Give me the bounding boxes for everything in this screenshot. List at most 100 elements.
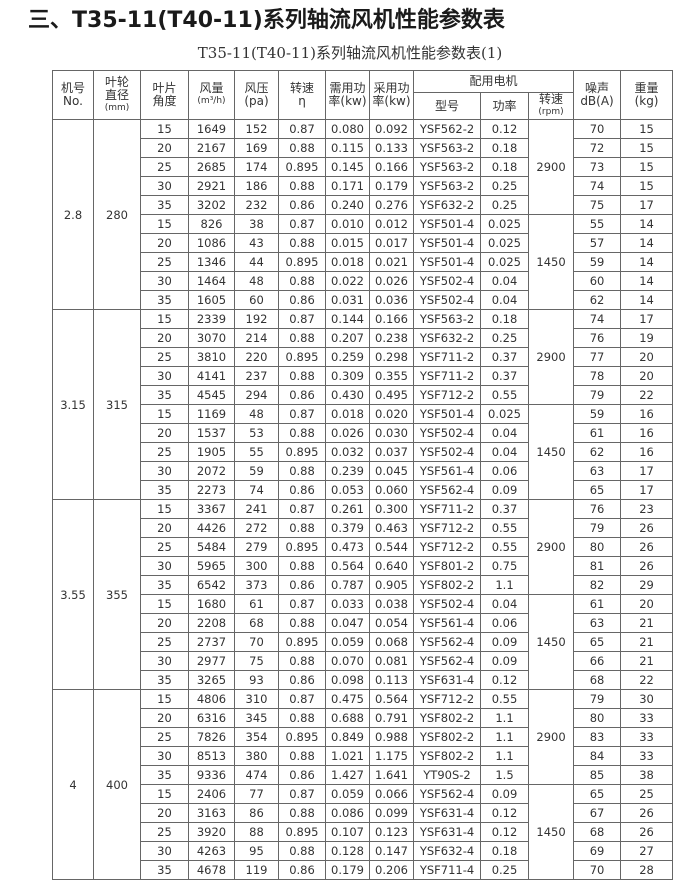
cell-motor-power: 0.25: [480, 176, 529, 196]
cell-motor-speed: 1450: [527, 404, 575, 500]
table-row: 20 1537 53 0.88 0.026 0.030 YSF502-4 0.04 61 16: [53, 423, 674, 443]
cell-motor-model: YSF711-4: [413, 860, 481, 880]
cell-flow: 2273: [188, 480, 235, 500]
table-row: 2.8 280 15 1649 152 0.87 0.080 0.092 YSF562-2 0.1…: [52, 119, 674, 310]
cell-motor-power: 0.75: [480, 556, 529, 576]
cell-weight: 15: [620, 157, 674, 177]
cell-angle: 15: [140, 404, 189, 424]
cell-weight: 26: [620, 556, 674, 576]
cell-motor-speed: 2900: [527, 119, 575, 215]
cell-pressure: 44: [234, 252, 279, 272]
cell-flow: 1537: [188, 423, 235, 443]
cell-flow: 3265: [188, 670, 235, 690]
cell-angle: 25: [140, 442, 189, 462]
cell-efficiency: 0.88: [278, 651, 326, 671]
header-diameter: 叶轮 直径 (mm): [93, 70, 141, 120]
table-row: 25 2737 70 0.895 0.059 0.068 YSF562-4 0.09 65 21: [53, 632, 674, 652]
cell-pressure: 59: [234, 461, 279, 481]
cell-angle: 15: [140, 689, 189, 709]
cell-required-power: 0.207: [325, 328, 370, 348]
cell-used-power: 0.037: [369, 442, 414, 462]
cell-efficiency: 0.88: [278, 841, 326, 861]
cell-angle: 35: [140, 290, 189, 310]
cell-used-power: 0.060: [369, 480, 414, 500]
cell-motor-power: 0.025: [480, 404, 529, 424]
cell-weight: 33: [620, 746, 674, 766]
cell-motor-power: 1.1: [480, 746, 529, 766]
cell-motor-power: 0.25: [480, 860, 529, 880]
header-motor: 配用电机: [412, 70, 575, 93]
table-row: 25 3810 220 0.895 0.259 0.298 YSF711-2 0.37 77 20: [53, 347, 674, 367]
cell-pressure: 152: [234, 119, 279, 139]
cell-used-power: 0.099: [369, 803, 414, 823]
cell-used-power: 0.017: [369, 233, 414, 253]
cell-required-power: 0.053: [325, 480, 370, 500]
cell-efficiency: 0.86: [278, 670, 326, 690]
cell-motor-power: 0.37: [480, 347, 529, 367]
cell-flow: 2921: [188, 176, 235, 196]
cell-used-power: 0.276: [369, 195, 414, 215]
cell-pressure: 214: [234, 328, 279, 348]
cell-noise: 62: [573, 290, 622, 310]
cell-flow: 3202: [188, 195, 235, 215]
table-row: 20 3070 214 0.88 0.207 0.238 YSF632-2 0.25 76 19: [53, 328, 674, 348]
cell-required-power: 0.145: [325, 157, 370, 177]
cell-noise: 74: [573, 176, 622, 196]
table-row: 20 3163 86 0.88 0.086 0.099 YSF631-4 0.12 67 26: [53, 803, 674, 823]
cell-flow: 826: [188, 214, 235, 234]
table-row: 15 826 38 0.87 0.010 0.012 YSF501-4 0.025 1450 55…: [53, 214, 674, 310]
cell-flow: 3070: [188, 328, 235, 348]
header-flow: 风量 (m³/h): [188, 70, 235, 120]
cell-pressure: 53: [234, 423, 279, 443]
cell-weight: 15: [620, 119, 674, 139]
cell-motor-model: YSF502-4: [413, 423, 481, 443]
table-row: 20 2167 169 0.88 0.115 0.133 YSF563-2 0.18 72 15: [53, 138, 674, 158]
cell-required-power: 0.688: [325, 708, 370, 728]
cell-used-power: 0.166: [369, 157, 414, 177]
cell-noise: 65: [573, 632, 622, 652]
cell-used-power: 0.021: [369, 252, 414, 272]
cell-diameter: 315: [93, 309, 141, 500]
table-row: 35 3202 232 0.86 0.240 0.276 YSF632-2 0.25 75 17: [53, 195, 674, 215]
cell-angle: 30: [140, 746, 189, 766]
cell-noise: 75: [573, 195, 622, 215]
cell-required-power: 0.059: [325, 632, 370, 652]
cell-motor-speed: 2900: [527, 499, 575, 595]
cell-motor-power: 0.04: [480, 290, 529, 310]
table-row: 35 4678 119 0.86 0.179 0.206 YSF711-4 0.25 70 28: [53, 860, 674, 880]
cell-flow: 2072: [188, 461, 235, 481]
cell-flow: 4426: [188, 518, 235, 538]
cell-angle: 15: [140, 309, 189, 329]
cell-motor-power: 0.12: [480, 670, 529, 690]
cell-motor-power: 0.025: [480, 233, 529, 253]
cell-flow: 4545: [188, 385, 235, 405]
cell-weight: 20: [620, 366, 674, 386]
cell-used-power: 0.544: [369, 537, 414, 557]
table-row: 3.55 355 15 3367 241 0.87 0.261 0.300 YSF711-2 0.…: [52, 499, 674, 690]
cell-weight: 14: [620, 233, 674, 253]
cell-weight: 14: [620, 252, 674, 272]
cell-used-power: 0.045: [369, 461, 414, 481]
cell-required-power: 0.086: [325, 803, 370, 823]
cell-flow: 1346: [188, 252, 235, 272]
cell-pressure: 48: [234, 404, 279, 424]
cell-motor-model: YSF562-4: [413, 480, 481, 500]
cell-motor-model: YSF561-4: [413, 461, 481, 481]
cell-efficiency: 0.895: [278, 252, 326, 272]
cell-flow: 6316: [188, 708, 235, 728]
cell-noise: 68: [573, 822, 622, 842]
cell-motor-speed: 1450: [527, 594, 575, 690]
cell-weight: 26: [620, 822, 674, 842]
table-row: 25 2685 174 0.895 0.145 0.166 YSF563-2 0.18 73 15: [53, 157, 674, 177]
cell-efficiency: 0.87: [278, 214, 326, 234]
cell-efficiency: 0.88: [278, 461, 326, 481]
cell-flow: 2208: [188, 613, 235, 633]
cell-motor-model: YT90S-2: [413, 765, 481, 785]
cell-weight: 22: [620, 385, 674, 405]
cell-motor-model: YSF502-4: [413, 594, 481, 614]
table-row: 35 1605 60 0.86 0.031 0.036 YSF502-4 0.04 62 14: [53, 290, 674, 310]
cell-used-power: 0.298: [369, 347, 414, 367]
cell-required-power: 0.098: [325, 670, 370, 690]
cell-angle: 35: [140, 765, 189, 785]
cell-efficiency: 0.88: [278, 423, 326, 443]
